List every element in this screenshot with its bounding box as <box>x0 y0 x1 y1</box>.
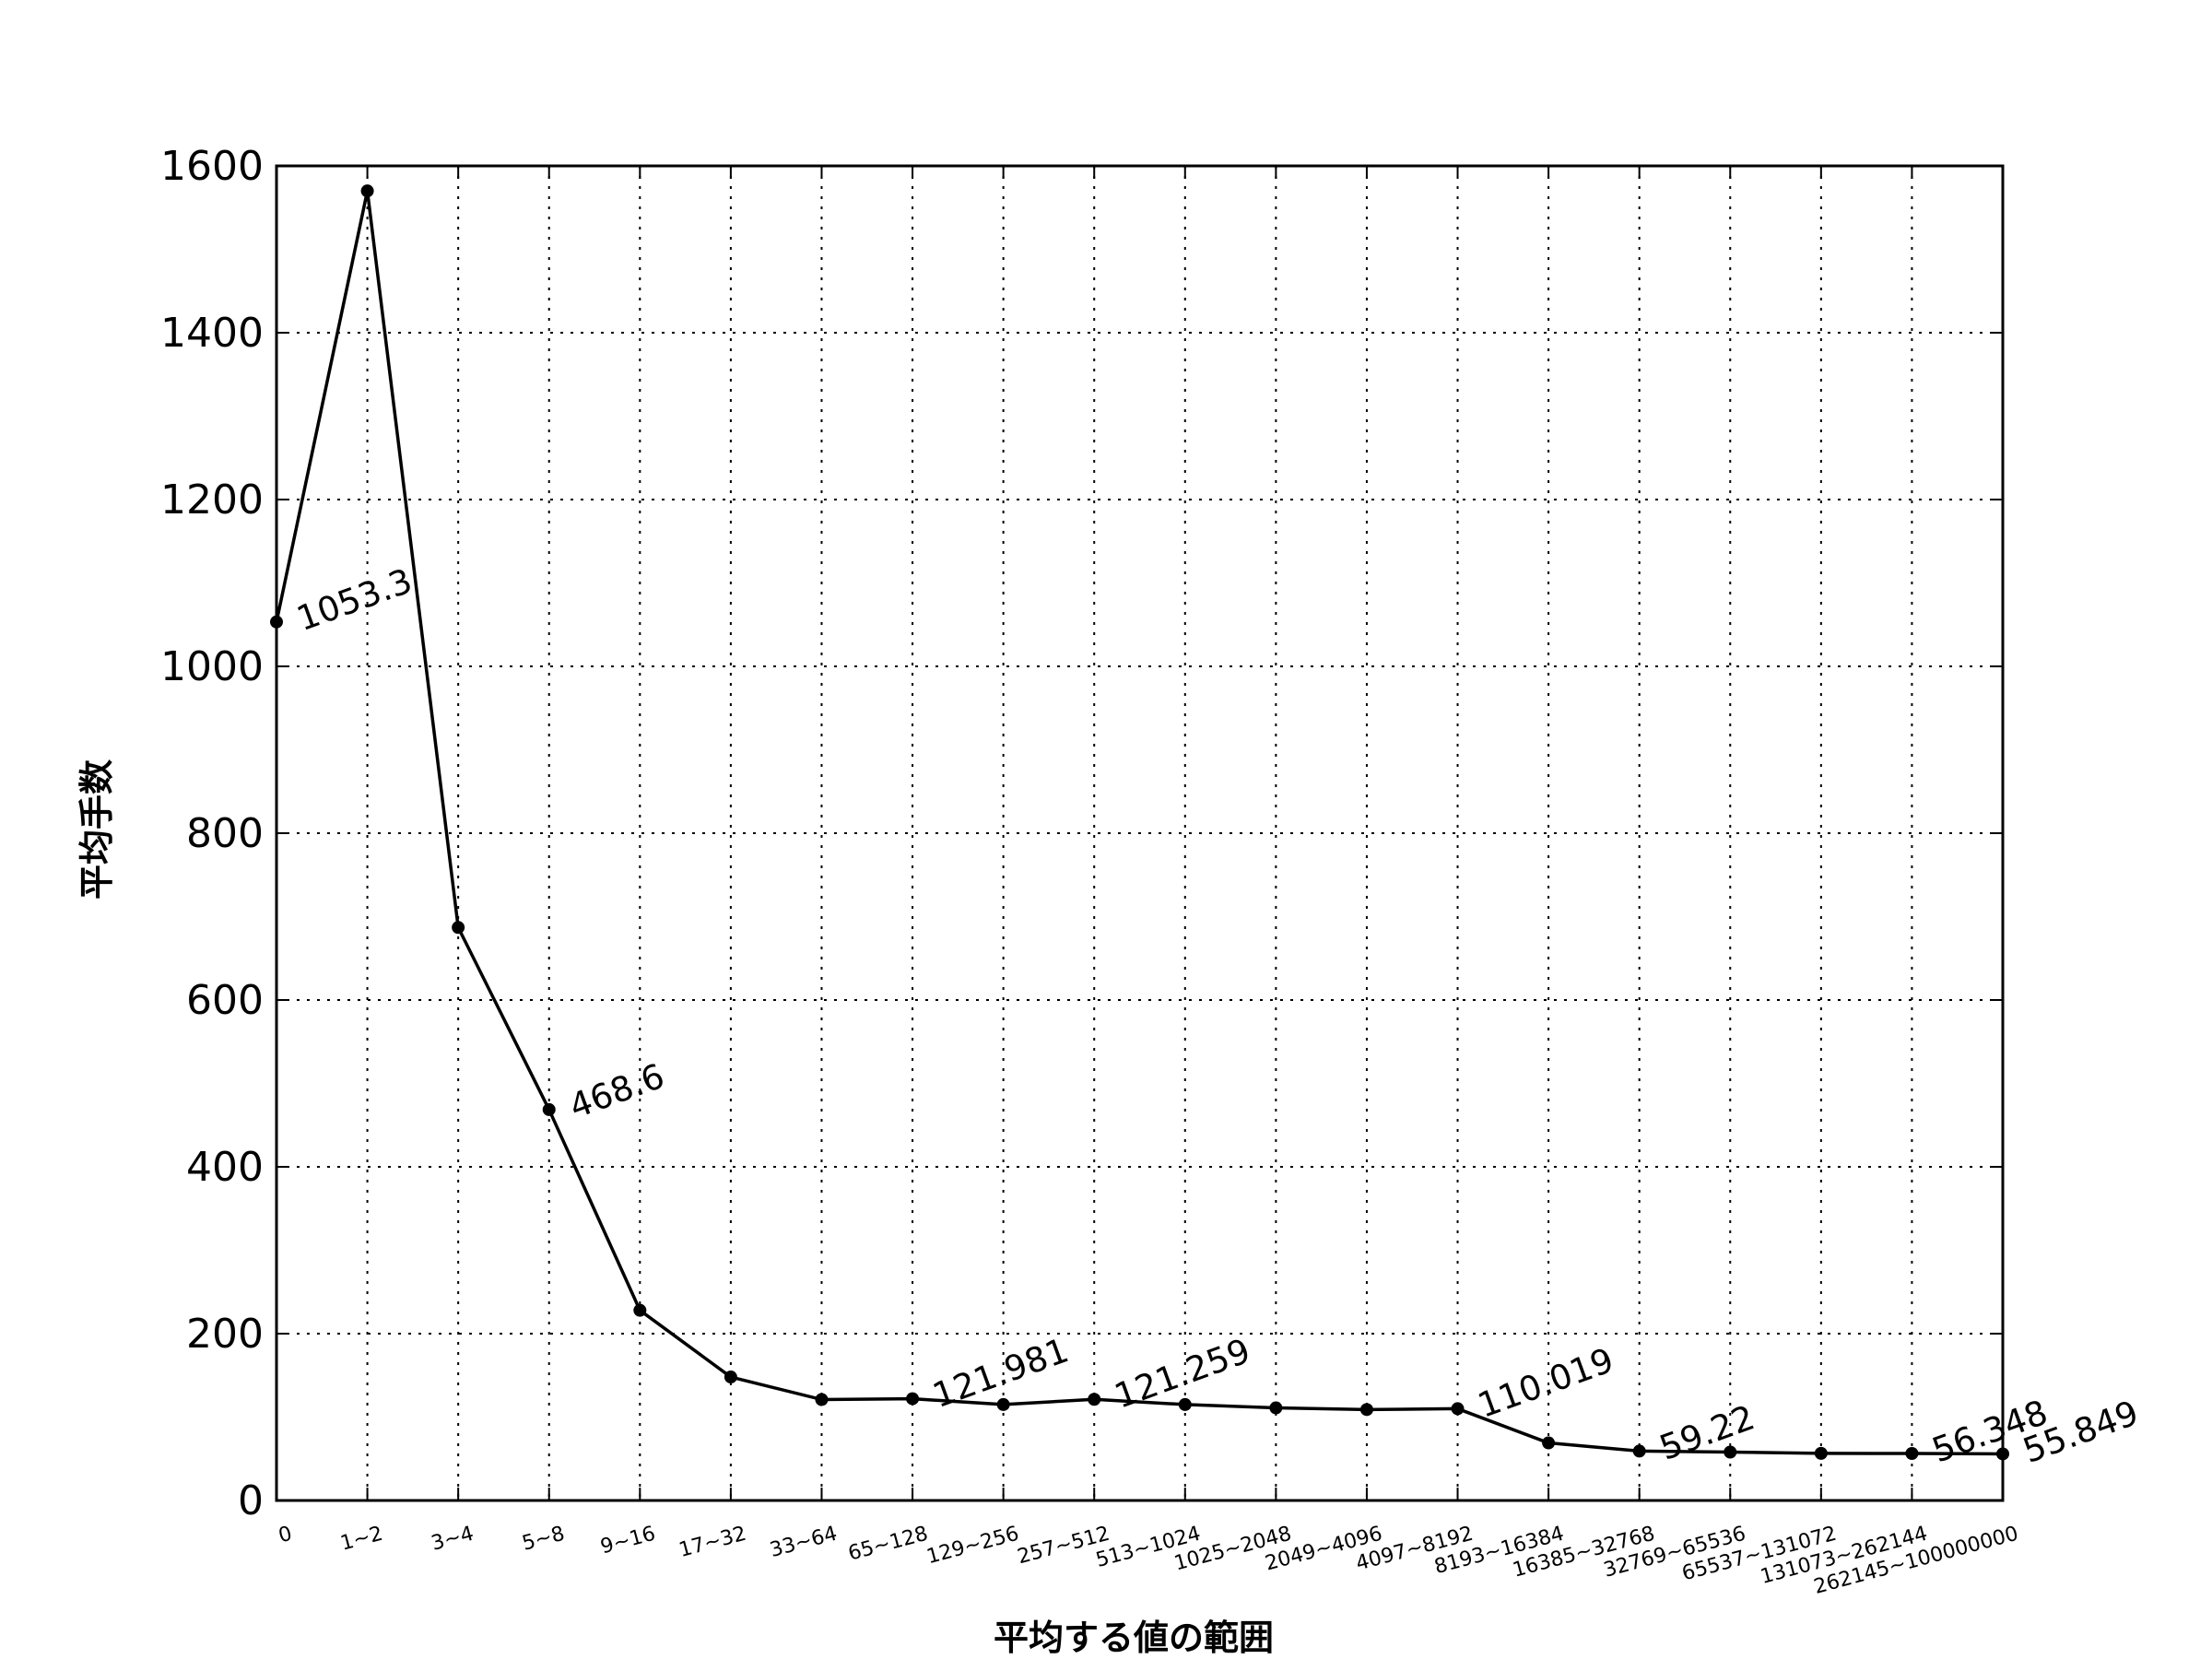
x-tick-label: 0 <box>276 1523 295 1548</box>
data-point <box>1814 1446 1828 1460</box>
y-tick-label: 1400 <box>160 310 264 357</box>
data-points <box>270 184 2009 1461</box>
data-point <box>1724 1445 1737 1459</box>
x-tick-label: 129~256 <box>924 1523 1021 1570</box>
x-tick-label: 65~128 <box>846 1523 931 1566</box>
y-tick-label: 0 <box>238 1477 264 1524</box>
x-tick-label: 5~8 <box>520 1523 567 1556</box>
x-tick-label: 33~64 <box>768 1523 840 1562</box>
data-point <box>1088 1393 1101 1406</box>
data-label: 1053.3 <box>291 561 417 640</box>
series-line-group <box>275 189 2004 1456</box>
y-tick-label: 1600 <box>160 143 264 190</box>
data-point <box>724 1371 737 1384</box>
x-tick-label: 1~2 <box>338 1523 385 1556</box>
y-tick-label: 800 <box>186 810 264 857</box>
y-axis-label: 平均手数 <box>76 759 117 900</box>
data-point <box>815 1393 829 1406</box>
x-tick-label: 17~32 <box>677 1523 748 1562</box>
x-tick-labels: 0 1~2 3~4 5~8 9~16 17~32 33~64 65~128129~256257… <box>276 1523 2021 1599</box>
x-axis-label: 平均する値の範囲 <box>994 1617 1274 1658</box>
plot-frame <box>275 164 2005 1502</box>
y-tick-label: 200 <box>186 1311 264 1358</box>
x-tick-label: 9~16 <box>598 1523 658 1559</box>
y-tick-labels: 0 200 400 600 800 1000 1200 1400 1600 <box>160 143 264 1524</box>
data-point <box>906 1392 920 1406</box>
data-point <box>996 1397 1010 1411</box>
data-point <box>1632 1444 1646 1458</box>
series-line <box>275 189 2004 1456</box>
y-tick-label: 1000 <box>160 643 264 690</box>
data-point <box>360 184 374 198</box>
data-label: 59.22 <box>1654 1397 1759 1468</box>
y-tick-label: 400 <box>186 1144 264 1191</box>
data-point <box>1905 1447 1919 1461</box>
data-point <box>542 1102 556 1116</box>
data-point <box>1178 1397 1192 1411</box>
data-point <box>1359 1403 1373 1417</box>
y-tick-label: 1200 <box>160 477 264 524</box>
data-point <box>1542 1436 1556 1450</box>
data-point <box>633 1303 647 1317</box>
x-tick-label: 3~4 <box>429 1523 476 1556</box>
data-point <box>1451 1402 1465 1416</box>
data-point <box>452 921 465 935</box>
y-tick-label: 600 <box>186 977 264 1024</box>
data-label: 110.019 <box>1473 1340 1618 1426</box>
data-point <box>1269 1401 1283 1415</box>
data-label: 468.6 <box>564 1056 669 1127</box>
grid <box>276 165 2004 1501</box>
